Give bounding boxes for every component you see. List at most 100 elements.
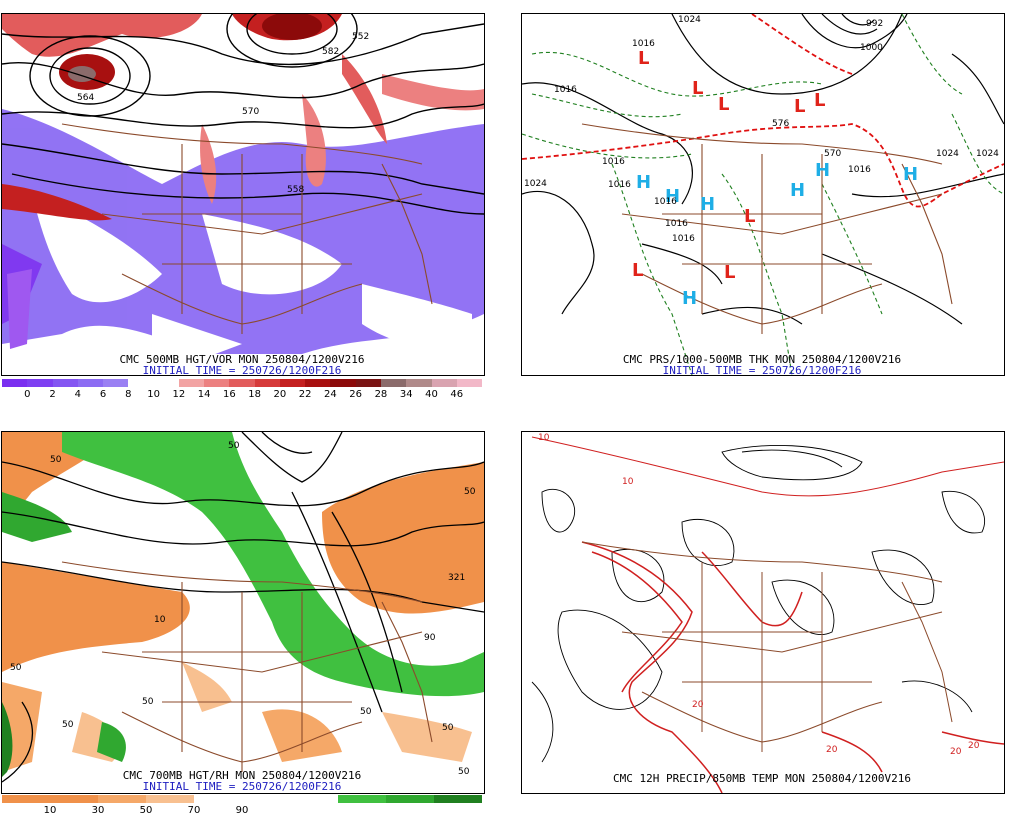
svg-text:10: 10 [154,615,166,625]
high-pressure-markers: H H H H H H H H [636,160,918,309]
svg-text:564: 564 [77,93,94,103]
svg-text:1016: 1016 [654,197,677,207]
svg-text:50: 50 [458,767,470,777]
scale-swatch [431,379,457,387]
scale-swatch [330,379,356,387]
scale-swatch [52,379,78,387]
svg-text:1000: 1000 [860,43,883,53]
scale-tick-label: 24 [324,389,337,400]
humidity-scale-labels: 10 30 50 70 90 [2,805,482,817]
svg-text:570: 570 [824,149,841,159]
scale-swatch [103,379,129,387]
low-marker: L [692,78,703,99]
scale-tick-label: 18 [248,389,261,400]
high-marker: H [682,288,697,309]
scale-swatch [204,379,230,387]
scale-tick-label: 10 [147,389,160,400]
svg-text:90: 90 [424,633,436,643]
svg-text:20: 20 [950,747,962,757]
vorticity-map: 564 570 558 582 552 [2,14,484,375]
temperature-contours [531,436,1004,793]
pressure-panel: H H H H H H H H L L L L L L L L 1024 101… [521,13,1005,376]
high-marker: H [815,160,830,181]
svg-text:558: 558 [287,185,304,195]
scale-swatch [2,795,50,803]
svg-text:1016: 1016 [665,219,688,229]
humidity-title: CMC 700MB HGT/RH MON 250804/1200V216 [122,769,362,782]
scale-tick-label: 26 [349,389,363,400]
scale-swatch [178,379,205,387]
scale-tick-label: 28 [374,389,388,400]
scale-swatch [229,379,255,387]
low-pressure-markers: L L L L L L L L [632,48,825,283]
scale-swatch [77,379,104,387]
humidity-init-time: INITIAL TIME = 250726/1200F216 [142,780,342,793]
scale-tick-label: 0 [24,389,31,400]
high-vorticity-fill [2,14,484,221]
low-marker: L [718,94,729,115]
scale-swatch [305,379,331,387]
vorticity-color-scale [2,379,483,387]
scale-swatch [355,379,381,387]
scale-swatch [50,795,98,803]
svg-text:50: 50 [442,723,454,733]
svg-text:10: 10 [622,477,634,487]
scale-tick-label: 12 [172,389,186,400]
humidity-panel: 50 50 50 50 50 321 10 50 50 50 90 50 [1,431,485,794]
svg-text:992: 992 [866,19,883,29]
svg-text:20: 20 [692,700,704,710]
precip-panel: 10 20 20 20 20 10 [521,431,1005,794]
scale-swatch [279,379,306,387]
scale-tick-label: 16 [222,389,236,400]
scale-tick-label: 22 [298,389,312,400]
scale-swatch [386,795,434,803]
svg-text:1016: 1016 [848,165,871,175]
svg-text:1016: 1016 [632,39,655,49]
thickness-lines [522,14,1004,375]
scale-swatch [254,379,280,387]
svg-text:1024: 1024 [678,15,701,25]
pressure-init-time: INITIAL TIME = 250726/1200F216 [662,364,862,377]
contour-labels: 1024 1016 1016 1016 1016 1024 1000 1024 … [524,15,999,244]
svg-text:50: 50 [50,455,62,465]
thickness-boundary [522,14,1004,208]
political-borders [581,541,953,752]
svg-text:582: 582 [322,47,339,57]
scale-swatch [128,379,154,387]
scale-tick-label: 90 [235,805,249,816]
scale-tick-label: 8 [125,389,132,400]
high-marker: H [700,194,715,215]
low-marker: L [638,48,649,69]
svg-text:1024: 1024 [936,149,959,159]
scale-tick-label: 2 [49,389,56,400]
svg-text:1024: 1024 [976,149,999,159]
humidity-color-scale [2,795,482,803]
scale-swatch [456,379,483,387]
low-marker: L [814,90,825,111]
scale-tick-label: 40 [425,389,438,400]
scale-tick-label: 70 [187,805,201,816]
svg-text:1016: 1016 [602,157,625,167]
scale-swatch [380,379,407,387]
svg-text:50: 50 [228,441,240,451]
moist-fill [2,432,484,777]
vorticity-init-time: INITIAL TIME = 250726/1200F216 [142,364,342,377]
contour-labels: 50 50 50 50 50 321 10 50 50 50 90 50 [10,441,476,777]
scale-swatch [27,379,53,387]
scale-tick-label: 34 [399,389,413,400]
scale-tick-label: 30 [91,805,105,816]
high-marker: H [903,164,918,185]
svg-text:50: 50 [360,707,372,717]
scale-swatch [194,795,242,803]
svg-text:576: 576 [772,119,789,129]
precip-map: 10 20 20 20 20 10 [522,432,1004,793]
humidity-map: 50 50 50 50 50 321 10 50 50 50 90 50 [2,432,484,793]
svg-text:20: 20 [968,741,980,751]
svg-text:552: 552 [352,32,369,42]
precip-title: CMC 12H PRECIP/850MB TEMP MON 250804/120… [612,772,911,785]
high-marker: H [665,186,680,207]
scale-tick-label: 4 [74,389,81,400]
political-borders [61,561,433,772]
scale-tick-label: 6 [99,389,107,400]
svg-text:50: 50 [464,487,476,497]
